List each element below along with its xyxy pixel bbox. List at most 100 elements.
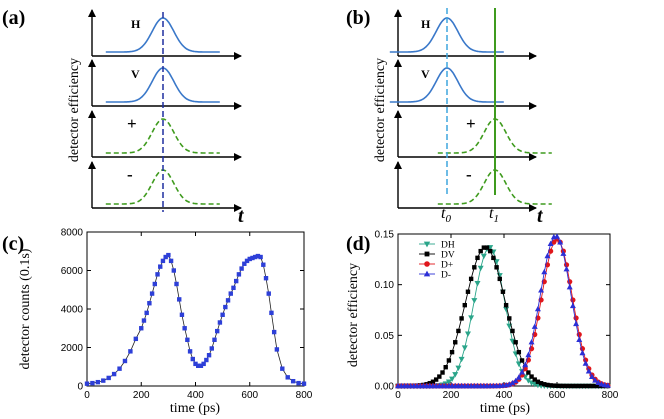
data-point-D-: [544, 252, 551, 259]
data-point-DH: [503, 306, 510, 313]
data-point-D-: [585, 368, 592, 374]
panel-label-d: (d): [346, 233, 370, 255]
data-point-DV: [548, 383, 553, 388]
data-point: [201, 361, 206, 367]
data-point: [301, 381, 307, 386]
data-point-DV: [529, 374, 534, 379]
data-point-DV: [503, 302, 509, 308]
panel-label-a: (a): [2, 7, 25, 29]
data-point-D-: [579, 349, 586, 356]
data-point-D-: [566, 284, 573, 290]
data-point: [196, 363, 201, 368]
panel-c-xlabel: time (ps): [170, 401, 220, 416]
data-point-DV: [465, 289, 471, 294]
data-point: [258, 254, 263, 260]
row-label: +: [466, 114, 476, 133]
data-point: [106, 375, 111, 381]
data-point-D-: [557, 239, 564, 245]
data-point: [179, 312, 185, 317]
data-point-DV: [577, 383, 582, 389]
data-point: [95, 379, 101, 385]
data-point: [190, 356, 195, 362]
data-point: [158, 264, 163, 269]
data-point-DH: [474, 281, 481, 287]
data-point-DH: [480, 253, 487, 260]
panel-label-b: (b): [346, 7, 370, 29]
pulse-curve-3: [105, 118, 220, 154]
legend-label-DV: DV: [441, 251, 455, 261]
data-point: [122, 358, 128, 364]
data-point-DH: [445, 379, 452, 385]
data-point-DH: [464, 331, 471, 337]
data-point-D-: [547, 240, 554, 247]
data-point: [84, 381, 90, 386]
marker-label-t1: t1: [489, 205, 499, 225]
data-point-DV: [507, 316, 512, 321]
data-point-DV: [580, 383, 585, 389]
data-point-D-: [582, 360, 589, 366]
data-point: [269, 310, 274, 316]
data-point-DV: [484, 245, 490, 250]
data-point-DH: [493, 259, 500, 265]
y-tick-label: 0: [77, 382, 83, 393]
data-point-DV: [589, 383, 595, 389]
data-point-DV: [497, 276, 502, 282]
row-label: V: [421, 67, 430, 81]
data-point-D-: [573, 320, 580, 327]
data-point: [204, 357, 209, 363]
data-point: [155, 272, 160, 277]
data-point-DH: [452, 372, 459, 378]
data-point-DV: [564, 383, 569, 389]
data-point: [236, 272, 242, 277]
x-tick-label: 800: [296, 390, 313, 401]
data-point: [215, 328, 220, 334]
marker-label-t0: t0: [441, 205, 451, 225]
data-point: [182, 326, 187, 331]
data-point-DH: [525, 378, 532, 384]
data-point-D-: [604, 382, 611, 388]
panel-c: detector counts (0.1s) time (ps) 0 200 400…: [18, 228, 313, 417]
row-label: -: [127, 165, 133, 184]
data-point-DV: [557, 383, 563, 389]
data-point-DV: [437, 374, 442, 379]
data-point-D-: [560, 250, 567, 256]
data-point: [198, 363, 204, 368]
data-point-DV: [542, 382, 547, 387]
data-point-D+: [567, 279, 573, 285]
panel-d-ylabel: detector efficiency: [346, 263, 361, 367]
data-point: [185, 337, 190, 342]
data-point: [149, 291, 155, 296]
panel-d: detector efficiency time (ps) 0 200 400 600…: [346, 230, 619, 417]
panel-b-ylabel: detector efficiency: [373, 58, 388, 162]
data-point-DH: [471, 298, 478, 304]
data-point-DV: [535, 379, 541, 384]
x-tick-label: 400: [187, 390, 204, 401]
data-point-DV: [513, 340, 518, 345]
data-point: [152, 281, 158, 287]
data-point-DV: [481, 245, 487, 250]
data-point-DV: [462, 302, 467, 308]
data-point: [225, 298, 231, 303]
data-point: [255, 253, 261, 259]
data-point: [252, 254, 258, 260]
data-point-DV: [510, 328, 515, 334]
data-point-D-: [541, 268, 548, 275]
row-label: +: [127, 114, 137, 133]
data-point-DV: [500, 289, 506, 294]
data-point-DV: [488, 248, 493, 254]
data-point: [263, 276, 269, 281]
data-point: [193, 361, 198, 367]
data-point-DV: [472, 265, 477, 270]
panel-a-ylabel: detector efficiency: [67, 58, 82, 162]
panel-a: detector efficiency t H V + -: [67, 9, 245, 227]
data-point: [139, 326, 144, 331]
data-point: [171, 268, 176, 273]
data-point-D-: [554, 233, 560, 239]
data-point-DV: [561, 383, 566, 389]
data-point-DV: [596, 383, 601, 389]
data-point-D-: [519, 369, 526, 375]
legend-marker-DH: [423, 241, 431, 248]
data-point-D+: [570, 297, 576, 303]
panel-b-xlabel: t: [537, 205, 544, 227]
data-point: [209, 346, 214, 351]
